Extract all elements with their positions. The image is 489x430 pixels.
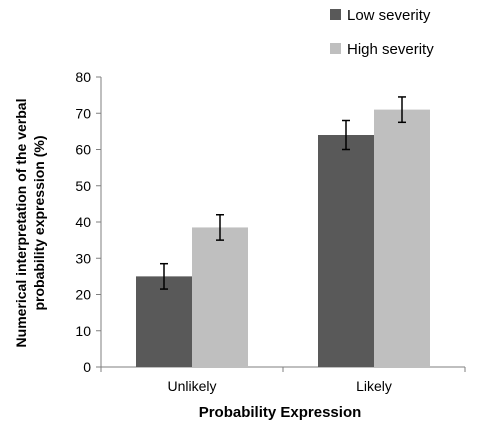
y-tick-label: 70 <box>75 105 91 121</box>
y-tick-label: 50 <box>75 178 91 194</box>
legend-swatch <box>330 43 341 54</box>
y-tick-label: 80 <box>75 69 91 85</box>
bar-high-severity-likely <box>374 109 430 367</box>
error-bars <box>160 96 406 290</box>
x-axis-title: Probability Expression <box>199 404 362 421</box>
y-tick-label: 60 <box>75 142 91 158</box>
y-tick-label: 0 <box>83 359 91 375</box>
bar-high-severity-unlikely <box>192 227 248 367</box>
y-tick-label: 10 <box>75 323 91 339</box>
chart-bars <box>136 109 430 367</box>
y-tick-label: 30 <box>75 250 91 266</box>
y-axis-title-text: Numerical interpretation of the verbal pr… <box>13 99 47 348</box>
legend-label: High severity <box>347 41 434 58</box>
x-tick-label: Likely <box>356 378 392 394</box>
chart-axes: 0 10 20 30 40 50 60 70 80 Unlikely Likely <box>75 69 466 394</box>
chart-legend: Low severity High severity <box>330 7 434 58</box>
y-axis-title-line: Numerical interpretation of the verbal <box>13 99 29 348</box>
legend-swatch <box>330 9 341 20</box>
bar-low-severity-unlikely <box>136 276 192 367</box>
x-tick-label: Unlikely <box>167 378 216 394</box>
y-tick-label: 40 <box>75 214 91 230</box>
y-axis-title: Numerical interpretation of the verbal pr… <box>13 99 47 348</box>
bar-low-severity-likely <box>318 135 374 367</box>
legend-label: Low severity <box>347 7 431 24</box>
y-tick-label: 20 <box>75 287 91 303</box>
y-axis-title-line: probability expression (%) <box>31 135 47 310</box>
